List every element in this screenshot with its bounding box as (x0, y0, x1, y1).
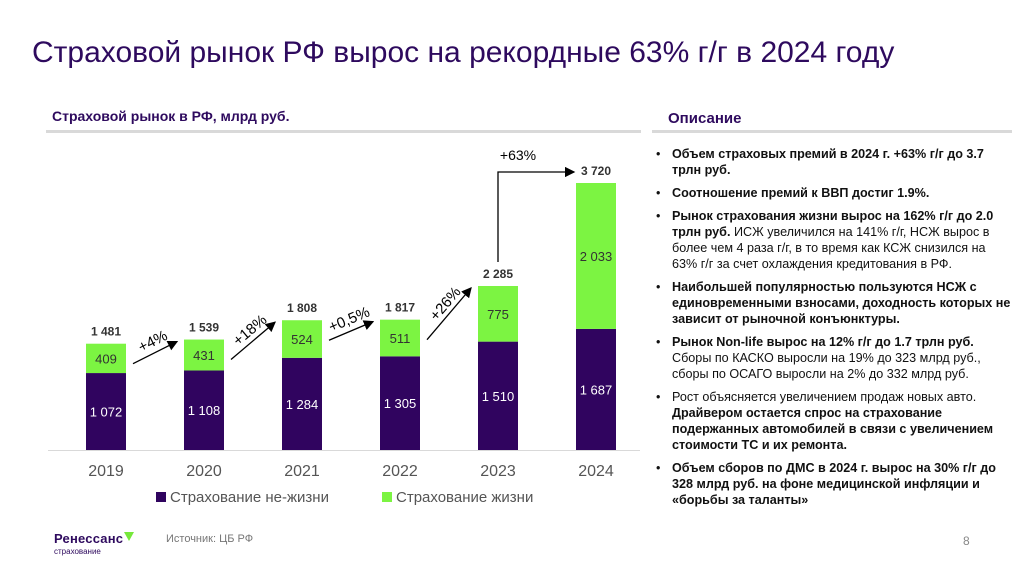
bullet-text: Наибольшей популярностью пользуются НСЖ … (672, 280, 1011, 326)
bar-label-non-life: 1 072 (90, 405, 123, 420)
bar-life (576, 183, 616, 329)
logo-name: Ренессанс (54, 531, 124, 546)
description-header: Описание (668, 110, 742, 127)
legend-swatch-life (382, 492, 392, 502)
bar-label-life: 2 033 (580, 249, 613, 264)
growth-arrow (132, 340, 179, 365)
bar-label-non-life: 1 510 (482, 389, 515, 404)
x-tick-label: 2024 (578, 463, 614, 480)
bar-non-life (576, 328, 616, 450)
bar-non-life (86, 373, 126, 450)
description-bullet: Рынок Non-life вырос на 12% г/г до 1.7 т… (652, 334, 1012, 382)
x-tick-label: 2021 (284, 463, 320, 480)
bar-label-non-life: 1 687 (580, 382, 613, 397)
bullet-text: Объем страховых премий в 2024 г. +63% г/… (672, 147, 984, 177)
growth-label: +63% (500, 147, 536, 163)
source-note: Источник: ЦБ РФ (166, 533, 254, 545)
bar-label-life: 524 (291, 332, 313, 347)
bullet-text: Объем сборов по ДМС в 2024 г. вырос на 3… (672, 461, 996, 507)
bar-label-life: 431 (193, 348, 215, 363)
logo-subtitle: страхование (54, 547, 101, 556)
total-label: 1 539 (189, 321, 219, 335)
bullet-text: Драйвером остается спрос на страхование … (672, 406, 994, 452)
bullet-text: Соотношение премий к ВВП достиг 1.9%. (672, 186, 930, 200)
legend-swatch-non-life (156, 492, 166, 502)
bar-label-life: 511 (390, 331, 411, 346)
bar-label-life: 775 (487, 307, 509, 322)
bar-label-non-life: 1 284 (286, 397, 319, 412)
bar-non-life (282, 357, 322, 450)
bullet-text: ИСЖ увеличился на 141% г/г, НСЖ вырос в … (672, 225, 990, 271)
company-logo: Ренессанс страхование (54, 530, 135, 556)
description-bullet: Рост объясняется увеличением продаж новы… (652, 389, 1012, 453)
growth-arrow (230, 321, 276, 361)
x-tick-label: 2020 (186, 463, 222, 480)
description-list: Объем страховых премий в 2024 г. +63% г/… (652, 146, 1012, 515)
x-tick-label: 2023 (480, 463, 516, 480)
legend-label: Страхование не-жизни (170, 489, 329, 506)
x-tick-label: 2022 (382, 463, 418, 480)
total-label: 3 720 (581, 164, 611, 178)
bullet-text: Рынок Non-life вырос на 12% г/г до 1.7 т… (672, 335, 974, 349)
bar-life (282, 320, 322, 358)
growth-label: +4% (136, 327, 171, 356)
description-bullet: Наибольшей популярностью пользуются НСЖ … (652, 279, 1012, 327)
growth-arrow (497, 166, 576, 262)
page-title: Страховой рынок РФ вырос на рекордные 63… (32, 36, 895, 69)
description-header-divider (652, 130, 1012, 133)
total-label: 1 481 (91, 325, 121, 339)
page-number: 8 (963, 534, 970, 548)
description-bullet: Объем страховых премий в 2024 г. +63% г/… (652, 146, 1012, 178)
legend-label: Страхование жизни (396, 489, 533, 506)
growth-arrow (328, 320, 375, 341)
bar-label-life: 409 (95, 351, 117, 366)
bullet-text: Рынок страхования жизни вырос на 162% г/… (672, 209, 994, 239)
total-label: 2 285 (483, 267, 513, 281)
bar-life (86, 343, 126, 374)
description-bullet: Рынок страхования жизни вырос на 162% г/… (652, 208, 1012, 272)
stacked-bar-chart: 1 072 409 1 481 2019 1 108 431 1 539 2020 1 284 5… (48, 147, 640, 506)
growth-arrow (426, 287, 472, 341)
description-bullet: Объем сборов по ДМС в 2024 г. вырос на 3… (652, 460, 1012, 508)
total-label: 1 808 (287, 301, 317, 315)
bar-life (478, 285, 518, 342)
bar-label-non-life: 1 305 (384, 396, 417, 411)
x-tick-label: 2019 (88, 463, 124, 480)
bar-non-life (184, 370, 224, 450)
logo-triangle-icon (124, 532, 135, 541)
bar-label-non-life: 1 108 (188, 403, 221, 418)
bar-non-life (478, 341, 518, 450)
bullet-text: Сборы по КАСКО выросли на 19% до 323 млр… (672, 351, 981, 381)
chart-header: Страховой рынок в РФ, млрд руб. (52, 108, 290, 124)
bar-life (184, 339, 224, 371)
bullet-text: Рост объясняется увеличением продаж новы… (672, 390, 977, 404)
bar-life (380, 319, 420, 357)
chart-header-divider (46, 130, 641, 133)
description-bullet: Соотношение премий к ВВП достиг 1.9%. (652, 185, 1012, 201)
bar-non-life (380, 356, 420, 450)
total-label: 1 817 (385, 301, 415, 315)
